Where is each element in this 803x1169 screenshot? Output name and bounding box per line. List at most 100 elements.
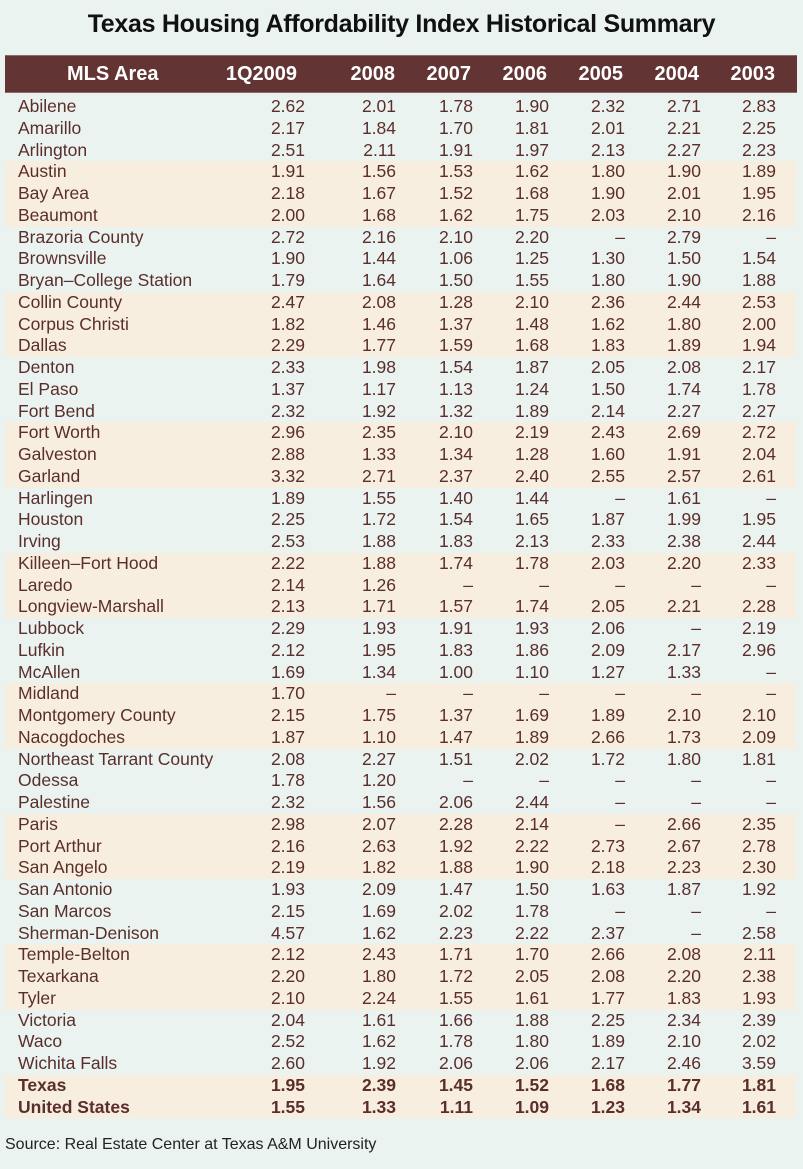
index-value: – (691, 683, 701, 704)
mls-area-name: Corpus Christi (18, 313, 129, 334)
index-value: 1.93 (741, 987, 776, 1008)
table-row: Amarillo 2.17 1.84 1.70 1.81 2.01 2.21 2.25 (0, 118, 803, 140)
index-value: 1.55 (361, 487, 396, 508)
table-row: Brownsville 1.90 1.44 1.06 1.25 1.30 1.50 1.54 (0, 248, 803, 270)
index-value: 2.01 (666, 183, 701, 203)
index-value: 1.90 (666, 161, 701, 182)
index-value: 1.54 (741, 248, 776, 269)
index-value: 2.02 (514, 748, 549, 769)
index-value: 2.01 (361, 96, 396, 116)
mls-area-name: Nacogdoches (18, 726, 126, 747)
index-value: 1.95 (270, 1074, 305, 1095)
index-value: 1.87 (590, 509, 625, 530)
index-value: 1.47 (438, 726, 473, 747)
index-value: 1.97 (514, 139, 549, 160)
index-value: 1.44 (361, 248, 396, 269)
index-value: 2.10 (666, 1031, 701, 1052)
table-row: Tyler 2.10 2.24 1.55 1.61 1.77 1.83 1.93 (0, 987, 803, 1010)
index-value: 2.71 (361, 465, 396, 486)
mls-area-name: Lufkin (18, 639, 65, 660)
index-value: 1.62 (361, 1031, 396, 1052)
table-row: Temple-Belton 2.12 2.43 1.71 1.70 2.66 2.08 2.1… (0, 944, 803, 966)
index-value: 1.89 (270, 487, 305, 508)
table-row: Arlington 2.51 2.11 1.91 1.97 2.13 2.27 2.23 (0, 140, 803, 162)
table-row: Waco 2.52 1.62 1.78 1.80 1.89 2.10 2.02 (0, 1031, 803, 1053)
mls-area-name: Denton (18, 357, 75, 377)
index-value: 2.13 (514, 531, 549, 551)
index-value: 2.05 (514, 966, 549, 986)
index-value: 2.66 (666, 813, 701, 834)
index-value: 1.73 (666, 726, 701, 747)
index-value: 2.33 (741, 552, 776, 573)
index-value: 2.32 (270, 792, 305, 812)
index-value: 1.80 (590, 270, 625, 290)
index-value: 1.83 (438, 639, 473, 660)
index-value: 2.06 (438, 1053, 473, 1073)
index-value: 2.18 (590, 857, 625, 878)
index-value: 2.39 (361, 1074, 396, 1095)
index-value: 2.09 (590, 639, 625, 660)
total-row: United States 1.55 1.33 1.11 1.09 1.23 1.34 1.6… (0, 1096, 803, 1119)
table-row: Northeast Tarrant County 2.08 2.27 1.51 2.02… (0, 749, 803, 771)
index-value: 2.27 (741, 400, 776, 421)
index-value: 1.45 (438, 1074, 473, 1095)
table-row: Bryan–College Station 1.79 1.64 1.50 1.55 1.8… (0, 270, 803, 292)
index-value: 1.83 (666, 987, 701, 1008)
index-value: 1.92 (741, 879, 776, 899)
index-value: 2.53 (741, 291, 776, 312)
table-row: Laredo 2.14 1.26 – – – – – (0, 574, 803, 597)
index-value: 1.52 (438, 183, 473, 203)
index-value: 2.28 (741, 596, 776, 617)
table-row: Killeen–Fort Hood 2.22 1.88 1.74 1.78 2.03 2.2… (0, 552, 803, 575)
mls-area-name: Northeast Tarrant County (18, 748, 214, 769)
mls-area-name: Waco (18, 1031, 63, 1052)
index-value: 1.54 (438, 509, 473, 530)
index-value: 1.80 (361, 966, 396, 986)
index-value: 1.80 (666, 748, 701, 769)
index-value: 1.62 (590, 313, 625, 334)
index-value: 2.08 (666, 357, 701, 377)
index-value: 2.08 (666, 944, 701, 965)
mls-area-name: Montgomery County (18, 705, 176, 725)
index-value: 2.05 (590, 596, 625, 617)
index-value: 2.46 (666, 1053, 701, 1073)
table-row: Fort Bend 2.32 1.92 1.32 1.89 2.14 2.27 2.27 (0, 401, 803, 423)
index-value: 1.62 (438, 204, 473, 225)
index-value: 2.43 (361, 944, 396, 965)
index-value: 2.12 (270, 639, 305, 660)
index-value: 2.06 (438, 792, 473, 812)
index-value: 1.55 (270, 1096, 305, 1117)
index-value: 2.73 (590, 835, 625, 856)
column-header-1q2009: 1Q2009 (225, 63, 297, 85)
mls-area-name: McAllen (18, 661, 81, 682)
index-value: 2.30 (741, 857, 776, 878)
index-value: 1.95 (741, 509, 776, 530)
index-value: 2.25 (270, 509, 305, 530)
index-value: 2.19 (270, 857, 305, 878)
index-value: 2.27 (666, 400, 701, 421)
index-value: 2.17 (741, 357, 776, 377)
index-value: 2.15 (270, 705, 305, 725)
index-value: 1.55 (514, 270, 549, 290)
column-header-2006: 2006 (502, 63, 548, 85)
table-row: Paris 2.98 2.07 2.28 2.14 – 2.66 2.35 (0, 813, 803, 836)
table-row: Palestine 2.32 1.56 2.06 2.44 – – – (0, 792, 803, 814)
index-value: 1.81 (741, 748, 776, 769)
table-row: Victoria 2.04 1.61 1.66 1.88 2.25 2.34 2.39 (0, 1010, 803, 1032)
mls-area-name: Victoria (18, 1009, 77, 1030)
table-header: MLS Area 1Q2009 2008 2007 2006 2005 2004… (5, 55, 797, 93)
index-value: 1.92 (438, 835, 473, 856)
mls-area-name: Arlington (18, 139, 88, 160)
index-value: 1.11 (439, 1096, 473, 1117)
index-value: 2.44 (514, 792, 549, 812)
index-value: 1.92 (361, 1053, 396, 1073)
index-value: 1.56 (361, 792, 396, 812)
index-value: 1.53 (438, 161, 473, 182)
index-value: 2.35 (361, 422, 396, 443)
index-value: – (615, 813, 625, 834)
index-value: 2.00 (270, 204, 305, 225)
mls-area-name: Brownsville (18, 248, 107, 269)
index-value: 2.37 (438, 465, 473, 486)
index-value: 2.72 (741, 422, 776, 443)
index-value: 1.84 (361, 117, 396, 138)
